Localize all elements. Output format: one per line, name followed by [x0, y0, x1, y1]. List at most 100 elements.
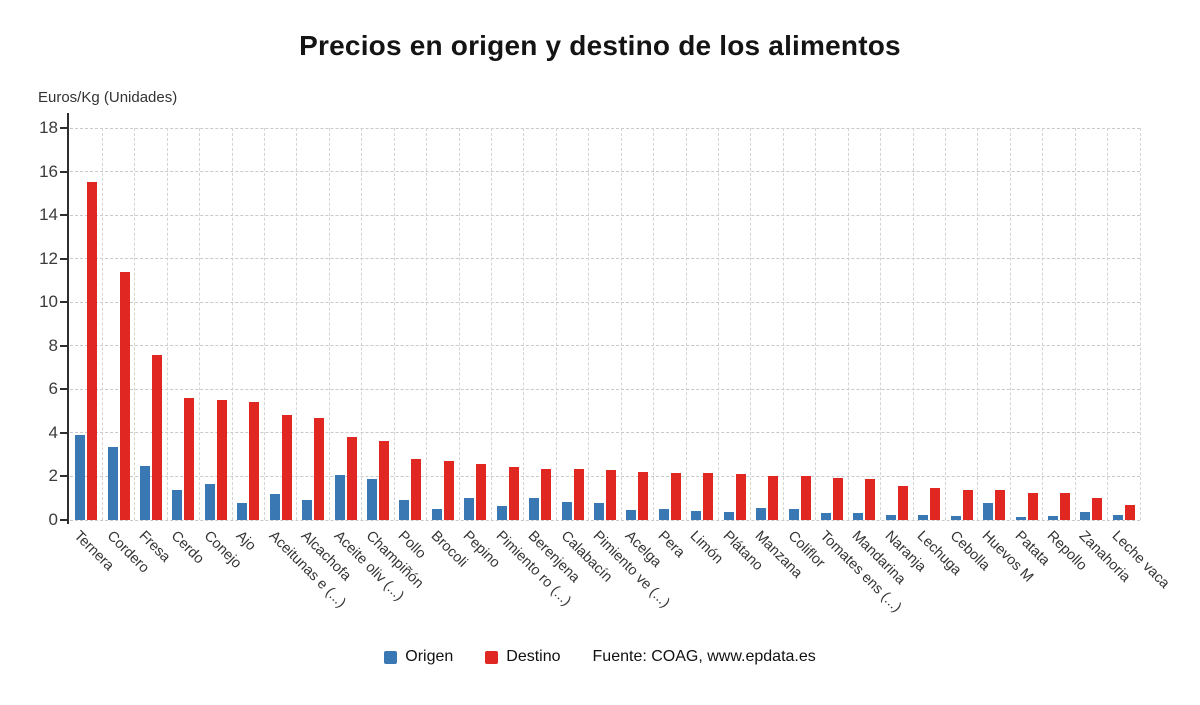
bar-origen-21	[756, 508, 767, 520]
h-gridline	[70, 519, 1140, 521]
v-gridline	[523, 128, 525, 520]
h-gridline	[70, 127, 1140, 129]
y-axis-tick	[60, 257, 69, 260]
y-axis-tick	[60, 127, 69, 129]
h-gridline	[70, 388, 1140, 390]
bar-destino-18	[670, 473, 681, 520]
y-tick-label: 6	[48, 379, 58, 399]
bar-origen-28	[983, 502, 994, 520]
bar-destino-16	[606, 469, 616, 520]
bar-origen-7	[302, 500, 313, 520]
bar-destino-11	[443, 461, 454, 520]
x-category-label: Ajo	[233, 528, 260, 555]
y-axis-tick	[60, 344, 69, 347]
bar-destino-10	[411, 459, 422, 520]
bar-origen-12	[464, 498, 475, 520]
y-axis-tick	[60, 431, 69, 434]
bar-destino-30	[1059, 492, 1070, 520]
bar-destino-12	[476, 464, 487, 520]
bar-destino-26	[930, 488, 941, 520]
bar-origen-26	[918, 514, 929, 520]
v-gridline	[1042, 128, 1044, 520]
v-gridline	[588, 128, 590, 520]
v-gridline	[134, 128, 136, 520]
y-axis-tick	[60, 519, 69, 521]
bar-origen-2	[140, 465, 151, 520]
bar-origen-31	[1080, 512, 1091, 520]
legend-label-origen: Origen	[405, 648, 454, 665]
bar-origen-32	[1112, 514, 1123, 520]
bar-origen-30	[1047, 515, 1058, 520]
bar-destino-15	[573, 468, 584, 520]
v-gridline	[815, 128, 817, 520]
v-gridline	[1107, 128, 1109, 520]
bar-origen-20	[723, 512, 734, 520]
h-gridline	[70, 214, 1140, 216]
bar-origen-27	[950, 515, 961, 520]
h-gridline	[70, 345, 1140, 347]
v-gridline	[782, 128, 784, 520]
v-gridline	[912, 128, 914, 520]
v-gridline	[458, 128, 460, 520]
y-axis-tick	[60, 388, 69, 391]
origen-swatch-icon	[384, 650, 398, 664]
legend-item-destino[interactable]: Destino	[485, 648, 561, 666]
bar-origen-22	[788, 509, 799, 520]
bar-destino-19	[703, 473, 714, 520]
v-gridline	[1009, 128, 1011, 520]
v-gridline	[1074, 128, 1076, 520]
bar-origen-19	[691, 511, 702, 520]
v-gridline	[944, 128, 946, 520]
bar-origen-25	[885, 514, 896, 520]
h-gridline	[70, 258, 1140, 260]
v-gridline	[101, 128, 103, 520]
bar-destino-28	[995, 489, 1006, 520]
x-category-label: Cerdo	[168, 528, 208, 568]
bar-destino-17	[638, 472, 649, 520]
v-gridline	[231, 128, 233, 520]
bar-origen-18	[658, 509, 669, 520]
bar-origen-9	[367, 478, 378, 520]
source-text: Fuente: COAG, www.epdata.es	[592, 648, 816, 665]
v-gridline	[491, 128, 492, 520]
bar-destino-8	[346, 437, 357, 520]
v-gridline	[847, 128, 849, 520]
y-tick-label: 2	[48, 466, 58, 486]
v-gridline	[328, 128, 330, 520]
bar-origen-1	[107, 447, 118, 520]
bar-destino-4	[216, 400, 227, 520]
bar-destino-24	[865, 478, 876, 520]
v-gridline	[393, 128, 395, 520]
v-gridline	[199, 128, 201, 520]
bar-destino-29	[1027, 492, 1038, 520]
y-axis-tick	[60, 214, 69, 217]
plot-area: 0 2 4 6 8 10 12 14 16 18 Ternera Cordero Fresa Cerdo C…	[39, 116, 1172, 616]
bar-destino-2	[152, 354, 163, 520]
bar-destino-1	[119, 271, 130, 520]
v-gridline	[426, 128, 428, 520]
bar-origen-24	[853, 513, 864, 520]
y-tick-label: 4	[48, 422, 58, 442]
v-gridline	[555, 128, 557, 520]
v-gridline	[264, 128, 266, 520]
x-category-label: Limón	[686, 528, 727, 568]
bar-origen-10	[399, 500, 410, 520]
y-axis-unit-label: Euros/Kg (Unidades)	[38, 89, 178, 106]
h-gridline	[70, 432, 1140, 434]
bar-destino-14	[541, 468, 552, 520]
bar-destino-31	[1092, 498, 1103, 520]
bar-origen-5	[237, 502, 248, 520]
bar-origen-16	[594, 502, 604, 520]
legend-item-origen[interactable]: Origen	[384, 648, 453, 666]
y-tick-label: 8	[48, 335, 58, 355]
bar-origen-11	[431, 509, 442, 520]
v-gridline	[717, 128, 719, 520]
y-axis-tick	[60, 301, 69, 304]
chart-title: Precios en origen y destino de los alime…	[299, 30, 901, 61]
bar-origen-0	[75, 435, 86, 520]
bar-destino-22	[800, 476, 811, 520]
bar-origen-6	[269, 493, 280, 520]
bar-destino-32	[1124, 504, 1135, 520]
v-gridline	[166, 128, 168, 520]
bar-destino-27	[962, 489, 973, 520]
